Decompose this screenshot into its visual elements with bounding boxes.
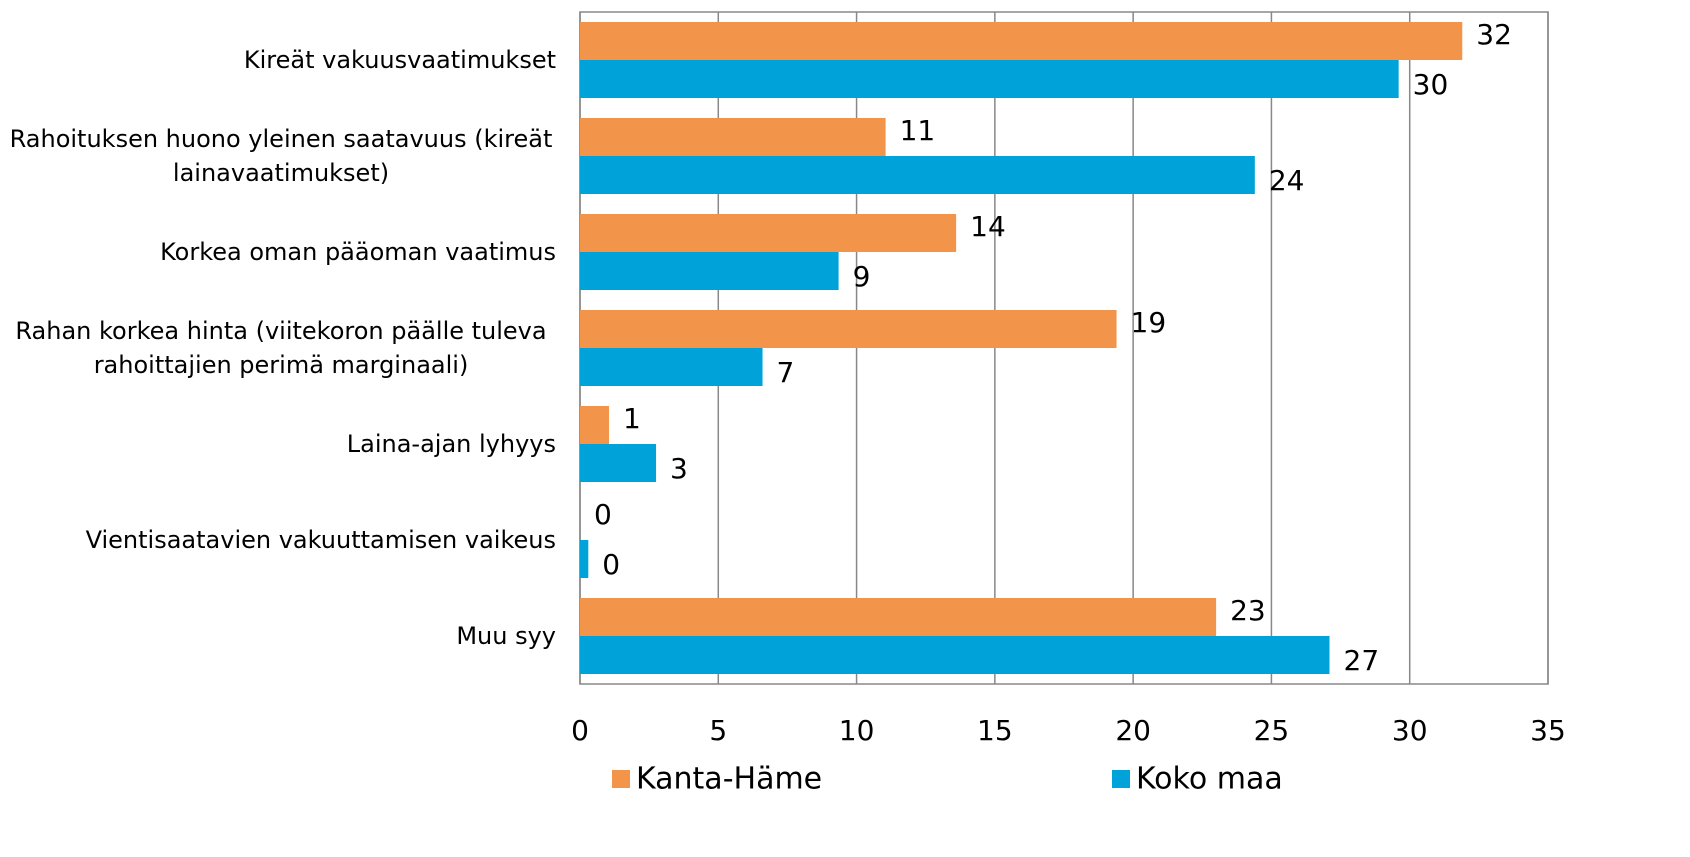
category-label: Vientisaatavien vakuuttamisen vaikeus: [6, 492, 556, 588]
bar: [580, 118, 886, 156]
value-label: 1: [623, 402, 641, 435]
value-label: 23: [1230, 594, 1266, 627]
value-label: 32: [1476, 18, 1512, 51]
bar: [580, 310, 1117, 348]
bar: [580, 156, 1255, 194]
category-text: Laina-ajan lyhyys: [346, 430, 556, 458]
bar: [580, 444, 657, 482]
value-label: 11: [900, 114, 936, 147]
bar: [580, 540, 589, 578]
bar: [580, 214, 957, 252]
category-label: Muu syy: [6, 588, 556, 684]
legend-label: Koko maa: [1136, 762, 1283, 797]
x-tick-label: 15: [977, 714, 1013, 747]
value-label: 27: [1344, 644, 1380, 677]
value-label: 0: [602, 548, 620, 581]
category-text: Kireät vakuusvaatimukset: [243, 46, 556, 74]
category-label: Laina-ajan lyhyys: [6, 396, 556, 492]
value-label: 0: [594, 498, 612, 531]
bar: [580, 252, 839, 290]
value-label: 7: [777, 356, 795, 389]
category-text: Rahoituksen huono yleinen saatavuus (kir…: [9, 125, 553, 187]
x-tick-label: 30: [1392, 714, 1428, 747]
bar: [580, 348, 763, 386]
value-label: 19: [1131, 306, 1167, 339]
legend-swatch: [1112, 770, 1130, 788]
bar: [580, 636, 1330, 674]
category-text: Vientisaatavien vakuuttamisen vaikeus: [85, 526, 556, 554]
category-label: Rahoituksen huono yleinen saatavuus (kir…: [6, 108, 556, 204]
x-tick-label: 0: [571, 714, 589, 747]
x-tick-label: 10: [839, 714, 875, 747]
value-label: 14: [970, 210, 1006, 243]
category-label: Kireät vakuusvaatimukset: [6, 12, 556, 108]
x-tick-label: 20: [1115, 714, 1151, 747]
legend-label: Kanta-Häme: [636, 762, 822, 797]
bar: [580, 60, 1399, 98]
x-tick-label: 25: [1254, 714, 1290, 747]
category-text: Korkea oman pääoman vaatimus: [160, 238, 556, 266]
value-label: 9: [853, 260, 871, 293]
bar: [580, 406, 610, 444]
x-tick-label: 5: [709, 714, 727, 747]
value-label: 24: [1269, 164, 1305, 197]
bar: [580, 598, 1217, 636]
category-text: Muu syy: [456, 622, 556, 650]
value-label: 3: [670, 452, 688, 485]
legend-swatch: [612, 770, 630, 788]
value-label: 30: [1413, 68, 1449, 101]
category-label: Rahan korkea hinta (viitekoron päälle tu…: [6, 300, 556, 396]
category-label: Korkea oman pääoman vaatimus: [6, 204, 556, 300]
bar: [580, 22, 1463, 60]
x-tick-label: 35: [1530, 714, 1566, 747]
category-text: Rahan korkea hinta (viitekoron päälle tu…: [15, 317, 547, 379]
